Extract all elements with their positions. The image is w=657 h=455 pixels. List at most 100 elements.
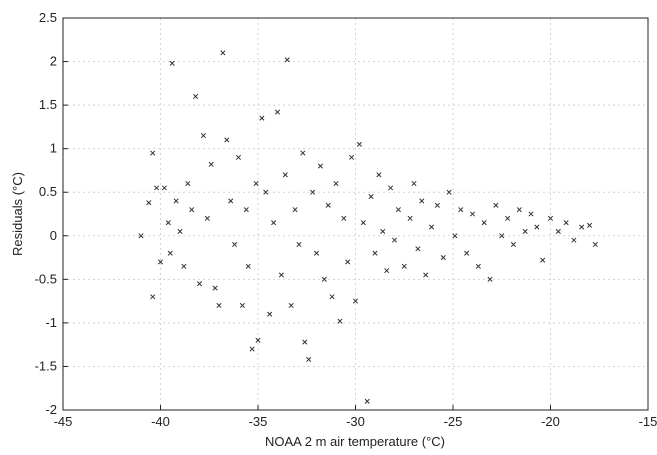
- data-point: [173, 198, 179, 204]
- data-point: [499, 233, 505, 239]
- y-tick-label: -1.5: [35, 358, 57, 373]
- data-point: [586, 222, 593, 228]
- data-point: [196, 281, 203, 287]
- data-point: [493, 202, 499, 208]
- data-point: [364, 398, 370, 404]
- data-point: [407, 215, 413, 221]
- data-point: [208, 161, 214, 167]
- data-point: [345, 259, 351, 265]
- y-tick-label: -2: [45, 402, 57, 417]
- data-point: [288, 302, 294, 309]
- data-point: [415, 246, 421, 252]
- data-point: [428, 224, 435, 230]
- data-point: [325, 202, 331, 208]
- data-point: [391, 237, 398, 243]
- data-point: [352, 298, 359, 304]
- data-point: [452, 233, 458, 239]
- data-point: [154, 185, 160, 191]
- data-point: [329, 294, 335, 300]
- data-point: [469, 211, 476, 217]
- data-point: [185, 180, 191, 187]
- data-point: [306, 356, 312, 363]
- data-point: [245, 263, 251, 269]
- y-tick-label: 0.5: [39, 184, 57, 199]
- data-point: [150, 150, 156, 156]
- data-point: [167, 250, 173, 256]
- data-point: [475, 263, 481, 269]
- data-point: [321, 276, 327, 282]
- data-point: [563, 220, 569, 226]
- data-point: [181, 263, 187, 269]
- data-point: [423, 272, 429, 278]
- x-tick-label: -35: [249, 414, 268, 429]
- data-point: [169, 60, 175, 66]
- data-point: [579, 224, 585, 230]
- y-tick-label: -1: [45, 315, 57, 330]
- data-point: [534, 224, 540, 230]
- data-point: [228, 198, 234, 204]
- data-point: [349, 154, 355, 160]
- axis-ticks: -45 -40 -35 -30 -25 -20 -15 -2 -1.5 -1 -0.5 0 0.5 1 1.…: [35, 10, 657, 429]
- data-point: [310, 189, 316, 195]
- data-point: [341, 215, 347, 221]
- data-point: [296, 241, 302, 248]
- data-point: [395, 207, 401, 213]
- data-point: [458, 207, 464, 213]
- data-point: [200, 133, 206, 139]
- data-point: [239, 302, 245, 309]
- data-point: [516, 207, 522, 213]
- data-point: [419, 198, 425, 204]
- data-point: [157, 259, 164, 265]
- data-point: [528, 211, 534, 217]
- data-point: [388, 185, 394, 191]
- data-point: [278, 272, 284, 278]
- data-point: [243, 207, 249, 213]
- data-point: [292, 207, 298, 213]
- data-point: [356, 141, 362, 147]
- data-point: [138, 233, 144, 239]
- x-tick-label: -40: [151, 414, 170, 429]
- data-point: [193, 93, 199, 99]
- y-tick-label: 2: [50, 54, 57, 69]
- data-point: [189, 207, 195, 213]
- data-point: [376, 172, 382, 178]
- data-point: [220, 50, 226, 56]
- data-point: [401, 263, 407, 269]
- x-tick-label: -15: [639, 414, 657, 429]
- data-point: [271, 220, 277, 226]
- data-point: [571, 237, 577, 243]
- data-point: [267, 311, 273, 317]
- data-point: [150, 294, 156, 300]
- data-point: [481, 220, 487, 226]
- x-tick-label: -25: [444, 414, 463, 429]
- data-point: [212, 285, 218, 291]
- data-point: [333, 180, 339, 187]
- data-point: [313, 250, 320, 256]
- x-axis-label: NOAA 2 m air temperature (°C): [265, 434, 445, 449]
- data-point: [232, 241, 238, 248]
- data-point: [259, 115, 265, 121]
- data-point: [177, 228, 183, 234]
- data-point: [300, 150, 306, 156]
- data-point: [146, 200, 152, 206]
- x-tick-label: -30: [346, 414, 365, 429]
- data-point: [384, 268, 390, 274]
- data-point: [360, 220, 366, 226]
- x-tick-label: -45: [54, 414, 73, 429]
- data-point: [337, 318, 343, 324]
- data-points: [138, 50, 598, 404]
- data-point: [434, 202, 440, 208]
- y-tick-label: 1: [50, 141, 57, 156]
- y-axis-label: Residuals (°C): [10, 172, 25, 256]
- data-point: [282, 172, 288, 178]
- y-tick-label: 1.5: [39, 97, 57, 112]
- y-tick-label: 2.5: [39, 10, 57, 25]
- grid-lines: [63, 18, 648, 410]
- data-point: [263, 189, 269, 195]
- data-point: [555, 228, 561, 234]
- y-tick-label: 0: [50, 228, 57, 243]
- y-tick-label: -0.5: [35, 271, 57, 286]
- data-point: [204, 215, 210, 221]
- data-point: [317, 163, 323, 169]
